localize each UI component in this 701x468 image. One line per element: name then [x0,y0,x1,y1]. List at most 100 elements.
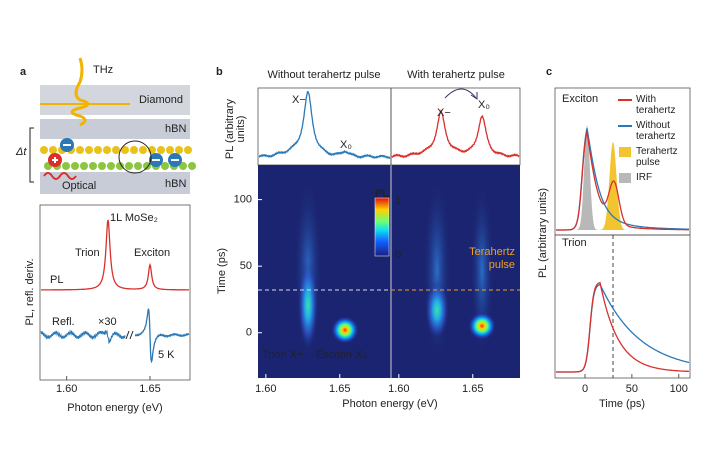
atom [71,162,79,170]
trion-spot [425,280,449,340]
colorbar [374,197,390,257]
curve [556,283,690,373]
atom [40,146,48,154]
diamond-layer [40,85,190,115]
label: ×30 [98,316,117,328]
exciton-spot [331,316,359,344]
axis-break [125,330,134,340]
legend-label: Without terahertz [636,120,676,142]
x-tick-label: 1.60 [388,383,409,395]
atom [98,162,106,170]
label: Refl. [52,316,75,328]
atom [80,162,88,170]
atom [49,146,57,154]
exciton-ring [118,140,152,174]
y-axis-title: Time (ps) [216,248,228,294]
legend-label: With terahertz [636,94,676,116]
legend-swatch [619,173,631,183]
label: Exciton [134,247,170,259]
panel-title: With terahertz pulse [407,69,505,81]
schematic [29,57,196,194]
arrow-head [470,92,478,100]
atom [166,146,174,154]
label: hBN [165,178,186,190]
heatmap-blobs [294,175,496,365]
panel-title: Without terahertz pulse [267,69,380,81]
exciton-spot [468,312,496,340]
atom [76,146,84,154]
x-tick-label: 0 [582,383,588,395]
label: Optical [62,180,96,192]
y-axis-title: PL (arbitrary units) [224,98,247,160]
colorbar-label: 1 [395,195,401,207]
colorbar-title: PL [375,188,389,200]
atom [157,146,165,154]
x-tick-label: 1.65 [329,383,350,395]
y-axis-title: PL (arbitrary units) [537,188,549,278]
atom [116,162,124,170]
x-axis-title: Photon energy (eV) [342,398,437,410]
curve [40,329,126,345]
area [556,125,689,230]
curves [40,90,690,373]
label: 5 K [158,349,175,361]
label: X₀ [340,139,352,151]
charge-sign [52,157,58,163]
label: THz [93,64,113,76]
hbn-layer [40,119,190,139]
atom [85,146,93,154]
y-tick-label: 50 [240,260,252,272]
x-axis-title: Photon energy (eV) [67,402,162,414]
curve [134,308,190,364]
curve [258,90,391,160]
panel-label: b [216,66,223,78]
label: Trion [562,237,587,249]
atom [107,162,115,170]
x-tick-label: 100 [670,383,688,395]
y-tick-label: 100 [234,194,252,206]
plot-frame [554,87,691,379]
atom [62,162,70,170]
x-tick-label: 1.65 [139,383,160,395]
x-tick-label: 50 [626,383,638,395]
trion-spot [298,260,318,350]
x-axis-title: Time (ps) [599,398,645,410]
atom [125,162,133,170]
label: X₀ [478,99,490,111]
plot-frame [39,204,191,381]
atom [130,146,138,154]
optical-pulse [43,172,77,180]
atom [139,146,147,154]
atom [121,146,129,154]
label: hBN [165,123,186,135]
curve [41,219,189,291]
label: Trion [75,247,100,259]
legend-swatch [619,147,631,157]
x-tick-label: 1.60 [255,383,276,395]
arrow [444,88,477,99]
curve [556,281,690,373]
legend-label: IRF [636,172,653,183]
atom [179,162,187,170]
atom [112,146,120,154]
legend-label: Terahertz pulse [636,146,678,168]
panel-label: a [20,66,27,78]
atom [175,146,183,154]
x-tick-label: 1.60 [56,383,77,395]
atom [94,146,102,154]
atom [184,146,192,154]
atom [134,162,142,170]
delay-bracket [29,127,34,183]
label: Exciton [562,93,598,105]
curve [556,131,689,231]
colorbar-label: 0 [395,249,401,261]
atom [103,146,111,154]
label: PL [50,274,63,286]
y-axis-title: PL, refl. deriv. [24,258,36,325]
label: Exciton X₀ [316,349,367,361]
panel-label: c [546,66,552,78]
label: 1L MoSe₂ [110,212,158,224]
x-tick-label: 1.65 [462,383,483,395]
